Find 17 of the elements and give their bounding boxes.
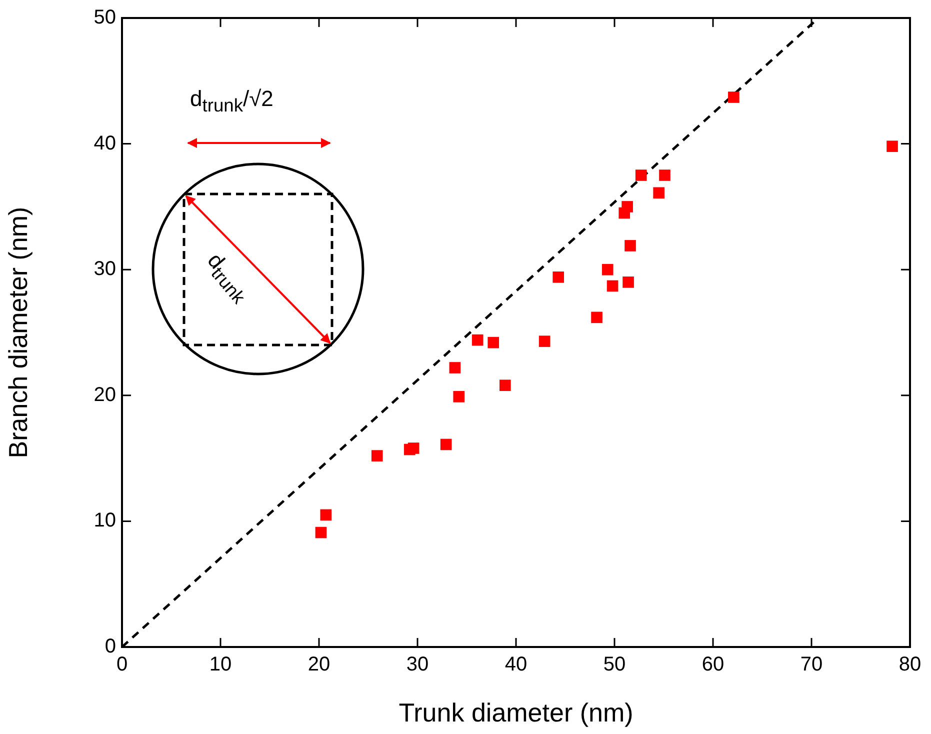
y-axis-title: Branch diameter (nm): [2, 206, 33, 458]
x-tick-label: 30: [406, 654, 429, 676]
x-tick-label: 60: [702, 654, 724, 676]
x-tick-label: 20: [308, 654, 330, 676]
y-tick-label: 20: [94, 384, 116, 406]
x-tick-label: 80: [898, 654, 922, 676]
y-tick-label: 50: [94, 6, 116, 29]
x-axis-title: Trunk diameter (nm): [398, 698, 634, 728]
y-tick-label: 40: [94, 132, 116, 154]
y-tick-label: 30: [94, 258, 116, 280]
x-tick-label: 50: [603, 654, 626, 676]
x-tick-label: 70: [800, 654, 823, 676]
x-tick-label: 40: [504, 654, 528, 676]
annotation: d$_{trunk}$/√2: [190, 86, 274, 116]
y-tick-label: 0: [104, 636, 116, 658]
y-tick-label: 10: [94, 510, 116, 532]
x-tick-label: 10: [209, 654, 232, 676]
